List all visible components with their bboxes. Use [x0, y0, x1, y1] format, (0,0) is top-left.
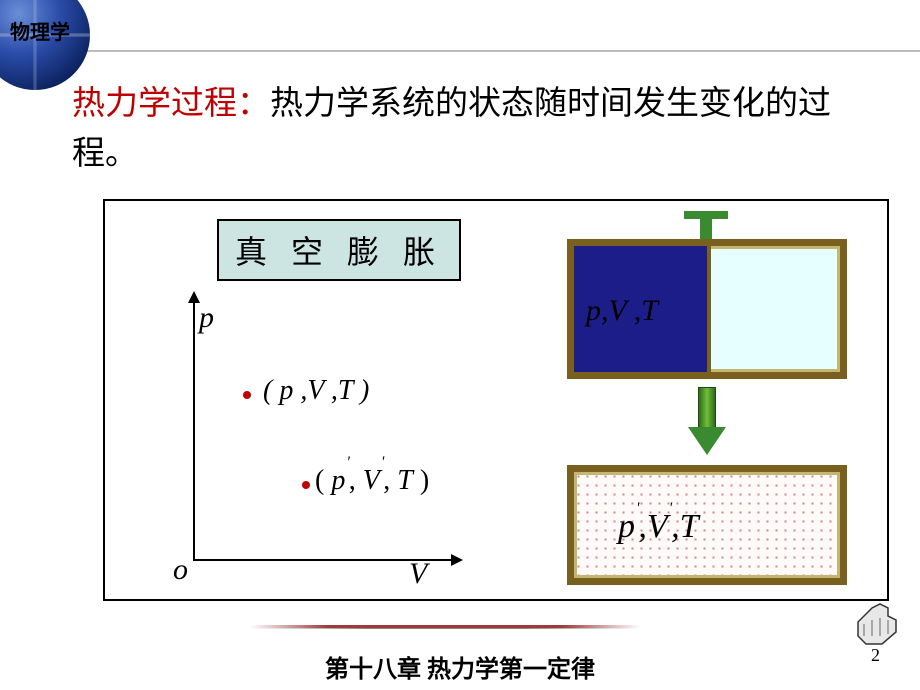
state-point-1	[243, 391, 251, 399]
state-point-2	[302, 481, 310, 489]
main-definition: 热力学过程：热力学系统的状态随时间发生变化的过程。	[72, 80, 860, 179]
initial-state-vars: p,V ,T	[586, 294, 658, 328]
state-2-label: ( p', V', T )	[315, 465, 429, 497]
container-initial: p,V ,T	[567, 239, 847, 379]
hand-pointer-icon	[852, 602, 902, 646]
axis-label-v: V	[409, 557, 427, 591]
final-state-vars: p',V',T	[618, 508, 699, 546]
axis-label-p: p	[199, 301, 214, 335]
header-divider	[60, 50, 920, 52]
footer-divider	[250, 625, 640, 628]
globe-decoration	[0, 0, 90, 90]
state-1-label: ( p ,V ,T )	[263, 375, 369, 407]
process-arrow	[688, 387, 726, 457]
vacuum-expansion-label: 真 空 膨 胀	[217, 219, 461, 281]
chapter-title: 第十八章 热力学第一定律	[0, 649, 920, 684]
axis-origin-label: o	[173, 553, 188, 587]
definition-term: 热力学过程：	[72, 86, 270, 122]
partition	[707, 246, 711, 372]
subject-label: 物理学	[10, 16, 70, 45]
page-number: 2	[871, 645, 880, 666]
diagram-frame: 真 空 膨 胀 p o V ( p ,V ,T ) ( p', V', T ) …	[103, 199, 889, 601]
pv-axis-y	[193, 301, 195, 561]
container-final: p',V',T	[567, 465, 847, 585]
